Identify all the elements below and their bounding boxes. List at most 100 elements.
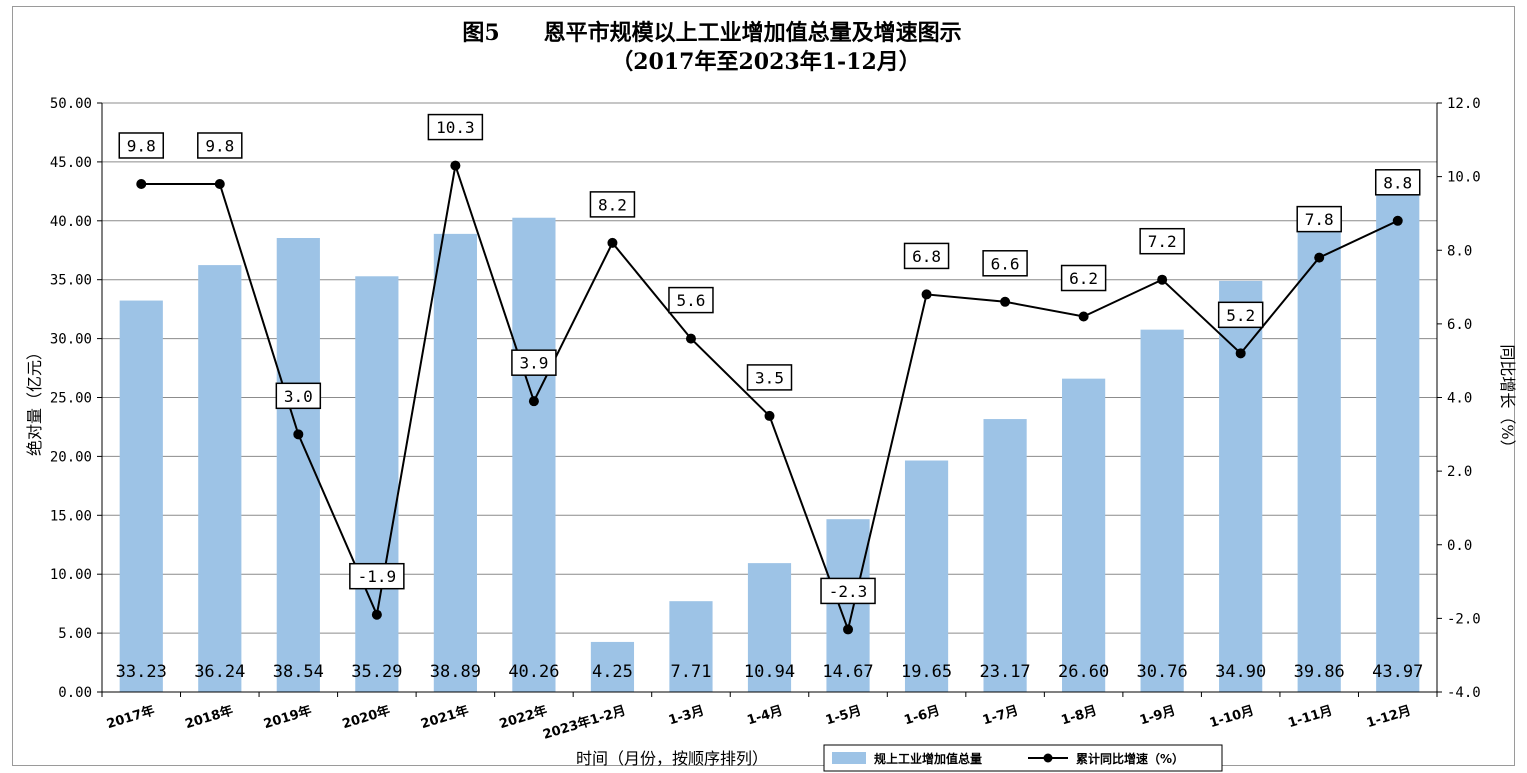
x-tick-label: 2021年 [419,703,471,733]
line-label-box [427,113,484,141]
line-point-label: 8.8 [1383,173,1412,192]
line-point [214,178,225,189]
y-tick-left-label: 0.00 [58,685,92,701]
bar-value-label: 38.54 [273,662,324,682]
line-label-box [1139,227,1185,255]
y-tick-right-label: -4.0 [1447,685,1481,701]
bar-value-label: 7.71 [670,662,711,682]
line-label-box [1374,169,1421,196]
line-label-box [197,132,243,159]
y-tick-left-label: 35.00 [50,273,92,289]
bar [904,460,949,692]
legend-bar-label: 规上工业增加值总量 [874,751,982,766]
bar-layer [119,174,1420,693]
y-tick-right-label: 12.0 [1447,96,1481,112]
bar [512,217,556,693]
legend-line-marker [1043,753,1053,763]
bar [433,233,477,692]
bar [747,563,792,692]
y-tick-right-label: 6.0 [1447,317,1472,333]
x-tick-label: 2023年1-2月 [541,703,628,743]
line-point [921,289,932,300]
y-axis-left-title: 绝对量（亿元） [25,344,44,456]
bar-value-label: 19.65 [901,662,952,682]
bar [1376,174,1420,693]
line-point-label: 6.8 [912,247,941,266]
x-axis-title: 时间（月份，按顺序排列） [576,749,768,768]
bar [355,276,399,692]
line-point-label: 3.5 [755,368,784,387]
line-label-box [349,562,405,590]
line-point [450,160,461,171]
y-tick-left-label: 30.00 [50,332,92,348]
x-tick-label: 1-4月 [745,703,784,728]
line-label-box [589,191,636,218]
line-point-label: 3.9 [519,354,548,373]
chart-frame [12,6,1515,766]
line-label-box [1217,301,1264,329]
y-tick-right-label: 2.0 [1447,464,1472,480]
x-tick-label: 1-10月 [1208,703,1256,731]
line-point [1157,274,1168,285]
bar-value-label: 35.29 [351,662,402,682]
y-tick-right-label: 0.0 [1447,538,1472,554]
line-label-box [511,349,557,376]
y-tick-right-label: 4.0 [1447,391,1472,407]
bar-value-label: 14.67 [822,662,873,682]
bar [119,300,163,692]
x-tick-label: 1-3月 [667,703,706,728]
legend: 规上工业增加值总量 累计同比增速（%） [823,744,1223,772]
line-point-label: 7.2 [1148,232,1177,251]
y-tick-left-label: 20.00 [50,449,92,465]
bar-value-label: 26.60 [1058,662,1109,682]
line-point [685,333,696,344]
y-tick-left-label: 10.00 [50,567,92,583]
y-tick-left-label: 40.00 [50,214,92,230]
x-tick-label: 2018年 [183,703,235,733]
bar [826,519,870,692]
x-tick-label: 2020年 [340,703,392,733]
line-label-box [820,577,876,605]
bar-value-label: 34.90 [1215,662,1266,682]
chart-subtitle: （2017年至2023年1-12月） [611,49,921,75]
legend-box [823,744,1223,772]
line-point [607,237,618,248]
line-point [764,410,775,421]
x-tick-label: 1-5月 [824,703,863,728]
y-axis-right-title: 同比增长（%） [1498,344,1517,455]
y-tick-right-label: 8.0 [1447,243,1472,259]
x-tick-label: 2019年 [262,703,314,733]
line-point-label: 5.6 [677,291,706,310]
bar-value-label: 39.86 [1294,662,1345,682]
x-tick-label: 1-8月 [1059,703,1098,728]
bar-value-label: 38.89 [430,662,481,682]
line-label-box [982,250,1028,277]
line-point [843,624,854,635]
line-point [1078,311,1089,322]
bar [1297,222,1341,692]
bar [1140,329,1184,692]
line-point-label: -2.3 [829,582,868,601]
y-tick-right-label: 10.0 [1447,170,1481,186]
bar [669,601,713,692]
bar [983,419,1027,692]
line-point [371,609,382,620]
bar [198,265,242,692]
line-point [136,178,147,189]
bar-value-label: 43.97 [1372,662,1423,682]
y-tick-left-label: 15.00 [50,508,92,524]
bar-value-label: 4.25 [592,662,633,682]
line-point-label: 9.8 [127,136,156,155]
line-label-box [903,242,950,270]
line-layer [136,160,1403,635]
legend-bar-swatch [832,752,866,764]
legend-line-label: 累计同比增速（%） [1076,751,1184,766]
bar-value-label: 33.23 [116,662,167,682]
line-label-box [1296,205,1342,233]
line-point-label: 9.8 [205,136,234,155]
bar-value-label: 40.26 [508,662,559,682]
y-tick-left-label: 50.00 [50,96,92,112]
y-tick-left-label: 5.00 [58,626,92,642]
line-label-box [668,286,714,314]
